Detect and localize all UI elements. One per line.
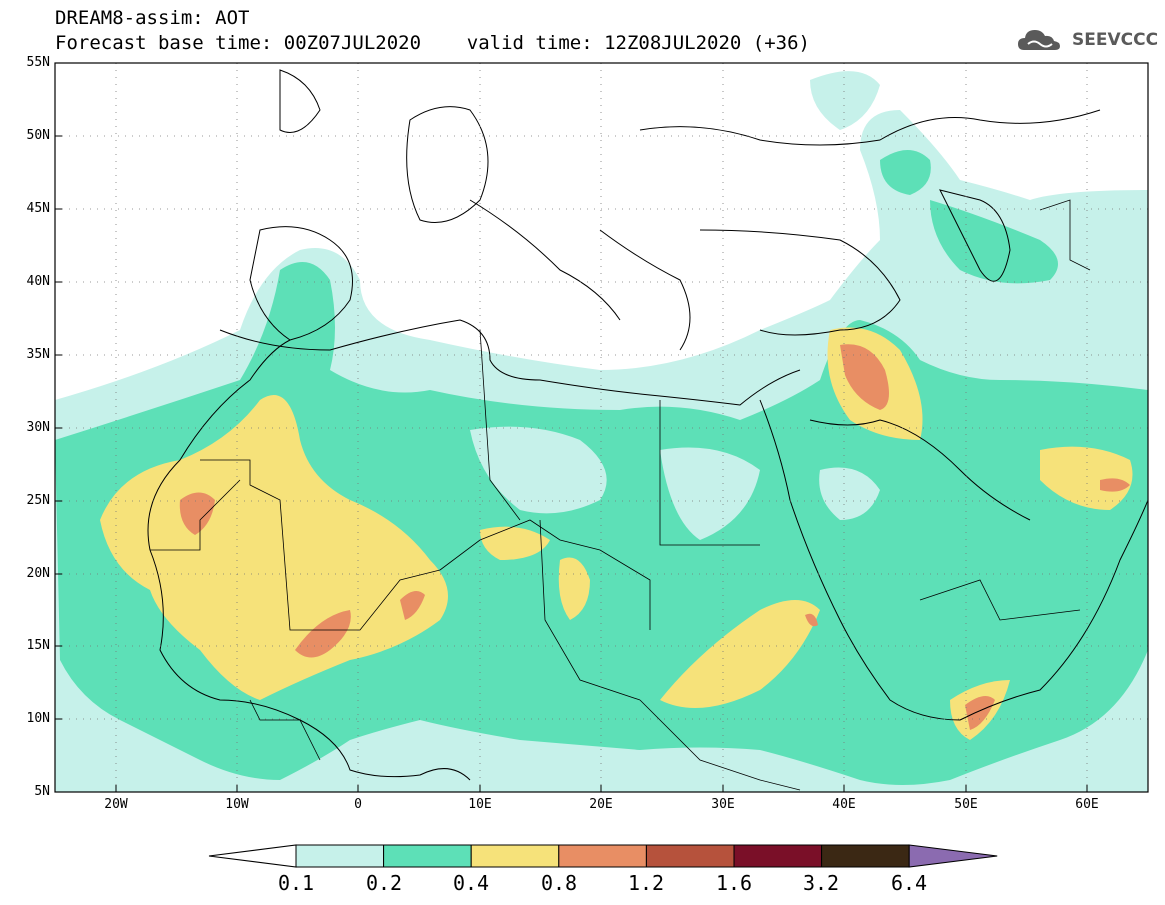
cloud-icon [1018, 30, 1060, 50]
lat-label: 35N [26, 347, 50, 362]
colorbar-swatch [645, 844, 735, 868]
coastlines [147, 69, 1148, 781]
colorbar-swatch [733, 844, 823, 868]
lon-label: 10W [225, 797, 249, 812]
colorbar-label: 0.8 [540, 871, 578, 895]
colorbar-swatch [383, 844, 472, 868]
colorbar-label: 3.2 [802, 871, 840, 895]
lat-label: 5N [34, 784, 50, 799]
colorbar-label: 0.2 [365, 871, 403, 895]
lon-label: 60E [1075, 797, 1099, 812]
borders [150, 199, 1091, 791]
colorbar-label: 1.6 [715, 871, 753, 895]
colorbar-label: 0.1 [277, 871, 315, 895]
colorbar-label: 6.4 [890, 871, 928, 895]
lon-label: 30E [711, 797, 735, 812]
map-subtitle: Forecast base time: 00Z07JUL2020 valid t… [55, 32, 810, 54]
lon-label: 10E [468, 797, 492, 812]
grid-lines [55, 63, 1148, 792]
colorbar-swatch-low [208, 844, 297, 868]
lon-label: 40E [832, 797, 856, 812]
lat-label: 55N [26, 55, 50, 70]
lat-label: 45N [26, 201, 50, 216]
colorbar-label: 0.4 [452, 871, 490, 895]
lat-label: 40N [26, 274, 50, 289]
colorbar-swatch [558, 844, 647, 868]
lat-label: 15N [26, 638, 50, 653]
axis-ticks [55, 62, 1088, 793]
lat-label: 20N [26, 566, 50, 581]
lon-label: 50E [954, 797, 978, 812]
colorbar-swatch [295, 844, 385, 868]
lon-label: 0 [354, 797, 362, 812]
colorbar-swatch [470, 844, 560, 868]
lat-label: 30N [26, 420, 50, 435]
colorbar-swatch [821, 844, 910, 868]
lon-label: 20W [104, 797, 128, 812]
colorbar-label: 1.2 [627, 871, 665, 895]
map-title: DREAM8-assim: AOT [55, 7, 250, 29]
colorbar-swatch-high [908, 844, 998, 868]
lon-label: 20E [589, 797, 613, 812]
lat-label: 25N [26, 493, 50, 508]
logo-text: SEEVCCC [1072, 30, 1159, 50]
lat-label: 10N [26, 711, 50, 726]
lat-label: 50N [26, 128, 50, 143]
